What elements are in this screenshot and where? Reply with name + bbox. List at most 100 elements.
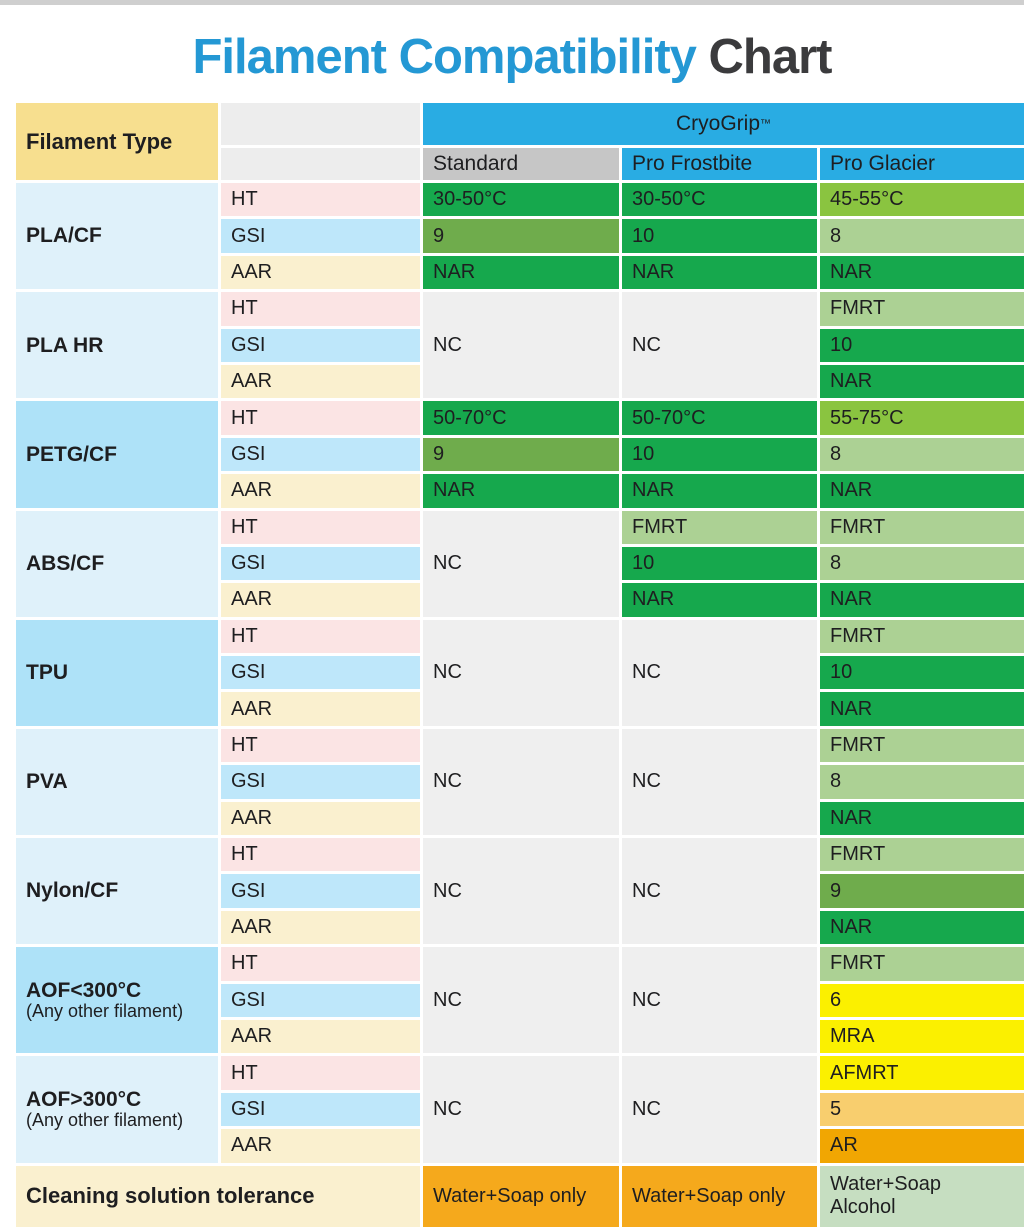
value-cell: FMRT xyxy=(820,838,1024,872)
value-cell: NAR xyxy=(820,910,1024,945)
value-cell: 8 xyxy=(820,546,1024,581)
value-cell: 30-50°C xyxy=(423,183,619,217)
empty-header-cell-bottom xyxy=(221,148,420,180)
value-cell: FMRT xyxy=(820,728,1024,763)
value-cell: FMRT xyxy=(622,510,817,544)
top-border-strip xyxy=(0,0,1024,5)
subrow-label-cell-aar: AAR xyxy=(221,801,420,836)
subrow-label-cell-aar: AAR xyxy=(221,364,420,399)
subrow-label-cell-ht: HT xyxy=(221,510,420,544)
value-cell: NAR xyxy=(423,474,619,508)
value-cell: FMRT xyxy=(820,619,1024,654)
value-cell: 8 xyxy=(820,437,1024,472)
empty-header-cell-top xyxy=(221,103,420,145)
subrow-label-cell-aar: AAR xyxy=(221,255,420,290)
subrow-label-cell-ht: HT xyxy=(221,619,420,654)
filament-name-cell-PVA: PVA xyxy=(16,728,218,836)
filament-type-header: Filament Type xyxy=(16,103,218,180)
value-cell: FMRT xyxy=(820,510,1024,544)
subrow-label-cell-ht: HT xyxy=(221,947,420,981)
value-cell: AR xyxy=(820,1129,1024,1163)
subrow-label-cell-aar: AAR xyxy=(221,1129,420,1163)
subrow-label-cell-gsi: GSI xyxy=(221,328,420,362)
nc-cell: NC xyxy=(423,947,619,1054)
subrow-label-cell-gsi: GSI xyxy=(221,983,420,1017)
subrow-label-cell-gsi: GSI xyxy=(221,656,420,690)
nc-cell: NC xyxy=(423,728,619,836)
value-cell: NAR xyxy=(622,255,817,290)
value-cell: 55-75°C xyxy=(820,401,1024,435)
value-cell: NAR xyxy=(820,583,1024,617)
nc-cell: NC xyxy=(423,838,619,945)
subrow-label-cell-aar: AAR xyxy=(221,474,420,508)
value-cell: 10 xyxy=(622,437,817,472)
value-cell: 50-70°C xyxy=(622,401,817,435)
value-cell: NAR xyxy=(820,692,1024,726)
value-cell: 9 xyxy=(423,219,619,253)
filament-subtitle: (Any other filament) xyxy=(26,1001,184,1022)
page-title-secondary: Chart xyxy=(695,30,833,84)
cleaning-tolerance-label: Cleaning solution tolerance xyxy=(16,1165,420,1227)
nc-cell: NC xyxy=(423,1056,619,1163)
compatibility-table: Filament Type CryoGrip ™ Standard Pro Fro… xyxy=(16,103,1024,1227)
filament-name-cell-Nylon-CF: Nylon/CF xyxy=(16,838,218,945)
subrow-label-cell-ht: HT xyxy=(221,728,420,763)
value-cell: NAR xyxy=(820,801,1024,836)
filament-name: TPU xyxy=(26,661,68,685)
nc-cell: NC xyxy=(622,728,817,836)
value-cell: 50-70°C xyxy=(423,401,619,435)
value-cell: 6 xyxy=(820,983,1024,1017)
filament-name-cell-TPU: TPU xyxy=(16,619,218,726)
value-cell: 10 xyxy=(820,328,1024,362)
subrow-label-cell-ht: HT xyxy=(221,292,420,326)
subrow-label-cell-gsi: GSI xyxy=(221,874,420,908)
filament-name-cell-AOF-300-C: AOF<300°C (Any other filament) xyxy=(16,947,218,1054)
trademark-symbol: ™ xyxy=(760,118,771,130)
cleaning-tolerance-pro-frostbite: Water+Soap only xyxy=(622,1165,817,1227)
filament-name-cell-AOF-300-C: AOF>300°C (Any other filament) xyxy=(16,1056,218,1163)
brand-name: CryoGrip xyxy=(675,112,760,135)
filament-name: ABS/CF xyxy=(26,551,105,575)
page-title: Filament Compatibility Chart xyxy=(0,5,1024,103)
nc-cell: NC xyxy=(622,838,817,945)
filament-name-cell-PETG-CF: PETG/CF xyxy=(16,401,218,508)
nc-cell: NC xyxy=(423,292,619,399)
subrow-label-cell-ht: HT xyxy=(221,1056,420,1090)
filament-name: PLA HR xyxy=(26,333,104,357)
value-cell: NAR xyxy=(622,583,817,617)
filament-name-cell-ABS-CF: ABS/CF xyxy=(16,510,218,617)
value-cell: 10 xyxy=(622,546,817,581)
nc-cell: NC xyxy=(622,292,817,399)
page-title-primary: Filament Compatibility xyxy=(192,30,696,84)
value-cell: 9 xyxy=(423,437,619,472)
value-cell: 8 xyxy=(820,765,1024,799)
value-cell: 10 xyxy=(622,219,817,253)
product-header-pro-frostbite: Pro Frostbite xyxy=(622,148,817,180)
filament-name: PETG/CF xyxy=(26,442,118,466)
nc-cell: NC xyxy=(622,1056,817,1163)
subrow-label-cell-aar: AAR xyxy=(221,692,420,726)
nc-cell: NC xyxy=(423,619,619,726)
nc-cell: NC xyxy=(423,510,619,617)
value-cell: AFMRT xyxy=(820,1056,1024,1090)
filament-subtitle: (Any other filament) xyxy=(26,1110,184,1131)
subrow-label-cell-gsi: GSI xyxy=(221,1092,420,1127)
filament-name: Nylon/CF xyxy=(26,879,119,903)
subrow-label-cell-gsi: GSI xyxy=(221,546,420,581)
value-cell: 45-55°C xyxy=(820,183,1024,217)
filament-name: PLA/CF xyxy=(26,224,102,248)
subrow-label-cell-gsi: GSI xyxy=(221,765,420,799)
subrow-label-cell-ht: HT xyxy=(221,401,420,435)
filament-name-cell-PLA-CF: PLA/CF xyxy=(16,183,218,290)
value-cell: NAR xyxy=(820,474,1024,508)
value-cell: 30-50°C xyxy=(622,183,817,217)
product-header-standard: Standard xyxy=(423,148,619,180)
value-cell: NAR xyxy=(820,364,1024,399)
brand-header: CryoGrip ™ xyxy=(423,103,1024,145)
value-cell: NAR xyxy=(622,474,817,508)
value-cell: FMRT xyxy=(820,292,1024,326)
value-cell: MRA xyxy=(820,1019,1024,1054)
subrow-label-cell-gsi: GSI xyxy=(221,437,420,472)
nc-cell: NC xyxy=(622,947,817,1054)
value-cell: 5 xyxy=(820,1092,1024,1127)
